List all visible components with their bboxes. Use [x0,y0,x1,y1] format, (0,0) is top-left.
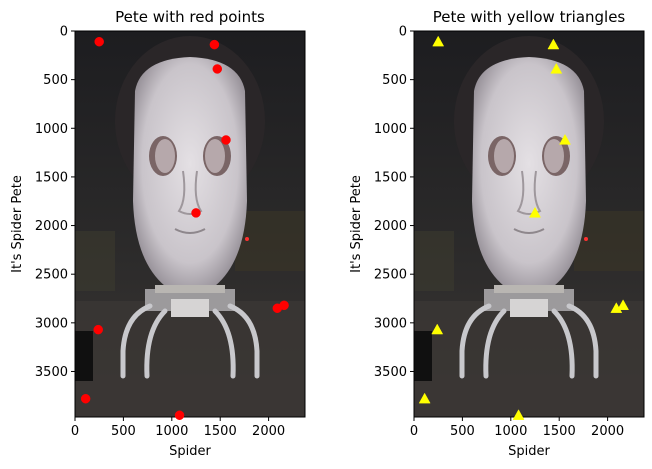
data-point [432,35,445,47]
y-tick-label: 1000 [35,122,68,137]
x-tick-label: 1500 [543,424,576,439]
data-point [512,409,525,420]
chart-title: Pete with red points [115,8,265,26]
chart-title: Pete with yellow triangles [433,8,626,26]
y-tick-label: 1000 [374,122,407,137]
tick-group: 0 500 1000 1500 2000 0 500 1000 1500 2000 2500 3000… [35,25,285,440]
data-point [617,299,630,310]
y-tick-label: 2500 [35,268,68,283]
data-point [221,135,231,145]
y-tick-label: 2500 [374,268,407,283]
tick-group: 0 500 1000 1500 2000 0 500 1000 1500 2000 2500 3000… [374,25,624,440]
data-point [209,39,220,50]
y-tick-label: 3000 [35,316,68,331]
marker-group [80,36,289,420]
data-point [212,64,223,74]
x-tick-label: 1000 [494,424,527,439]
x-axis-label: Spider [169,444,211,459]
y-tick-label: 0 [60,25,68,40]
data-point [279,300,289,311]
data-point [93,324,103,335]
y-tick-label: 0 [399,25,407,40]
data-point [559,133,571,145]
data-point [529,206,541,218]
data-point [94,36,104,47]
axes-left: 0 500 1000 1500 2000 0 500 1000 1500 2000 2500 3000… [35,25,306,440]
x-tick-label: 0 [71,424,79,439]
axes-right: 0 500 1000 1500 2000 0 500 1000 1500 2000 2500 3000… [374,25,645,440]
data-point [431,323,444,335]
y-axis-label: It's Spider Pete [349,175,364,273]
axes-frame [413,30,645,418]
photo-background [75,31,305,417]
x-tick-label: 500 [450,424,475,439]
data-point [418,392,431,404]
data-point [80,393,91,404]
y-tick-label: 3500 [35,365,68,380]
x-tick-label: 2000 [252,424,285,439]
x-tick-label: 1500 [204,424,237,439]
x-axis-label: Spider [508,444,550,459]
data-point [550,62,563,74]
y-tick-label: 2000 [374,219,407,234]
y-tick-label: 3000 [374,316,407,331]
photo-background [414,31,644,417]
y-tick-label: 1500 [374,170,407,185]
x-tick-label: 2000 [591,424,624,439]
y-tick-label: 3500 [374,365,407,380]
y-axis-label: It's Spider Pete [10,175,25,273]
x-tick-label: 0 [410,424,418,439]
marker-group [418,35,630,420]
y-tick-label: 2000 [35,219,68,234]
x-tick-label: 1000 [155,424,188,439]
x-tick-label: 500 [111,424,136,439]
y-tick-label: 500 [382,73,407,88]
data-point [191,208,201,218]
axes-frame [74,30,306,418]
data-point [547,38,560,50]
y-tick-label: 1500 [35,170,68,185]
data-point [174,410,185,420]
y-tick-label: 500 [43,73,68,88]
